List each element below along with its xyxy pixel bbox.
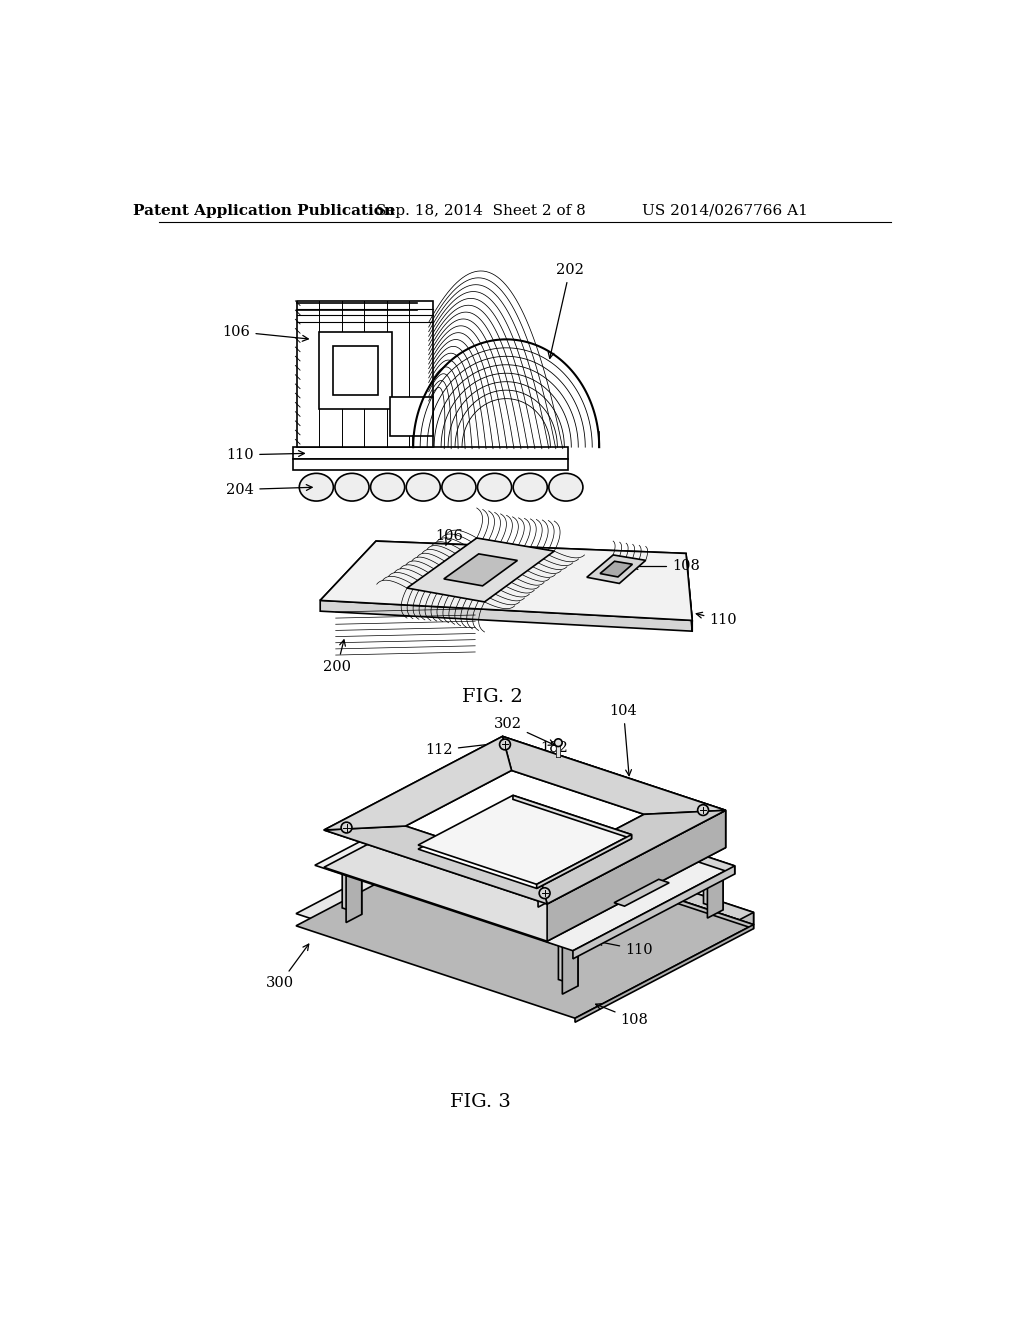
- Polygon shape: [538, 814, 644, 907]
- Text: 104: 104: [571, 884, 632, 904]
- Polygon shape: [324, 737, 512, 830]
- Ellipse shape: [371, 474, 404, 502]
- Polygon shape: [708, 862, 723, 919]
- Polygon shape: [600, 797, 644, 816]
- Text: 110: 110: [597, 940, 652, 957]
- Polygon shape: [487, 784, 507, 838]
- Ellipse shape: [407, 474, 440, 502]
- Polygon shape: [512, 771, 644, 851]
- Text: US 2014/0267766 A1: US 2014/0267766 A1: [642, 203, 808, 218]
- Polygon shape: [558, 932, 578, 986]
- Text: 110: 110: [226, 447, 304, 462]
- Polygon shape: [604, 800, 627, 812]
- Polygon shape: [324, 774, 726, 941]
- Polygon shape: [321, 601, 692, 631]
- Text: 300: 300: [266, 944, 309, 990]
- Polygon shape: [537, 834, 632, 888]
- Circle shape: [697, 805, 709, 816]
- Ellipse shape: [335, 474, 369, 502]
- Text: 302: 302: [494, 717, 554, 746]
- Polygon shape: [314, 780, 735, 950]
- Polygon shape: [686, 553, 692, 631]
- Polygon shape: [324, 737, 726, 904]
- Polygon shape: [346, 867, 361, 923]
- Polygon shape: [407, 539, 554, 602]
- Text: 162: 162: [628, 883, 682, 898]
- Polygon shape: [575, 912, 754, 1018]
- Circle shape: [540, 888, 550, 899]
- Polygon shape: [513, 796, 632, 838]
- Polygon shape: [575, 924, 754, 1022]
- Text: 202: 202: [548, 263, 584, 358]
- Text: 110: 110: [696, 612, 737, 627]
- Polygon shape: [503, 737, 726, 814]
- Polygon shape: [600, 561, 633, 577]
- Polygon shape: [562, 939, 578, 994]
- Polygon shape: [547, 810, 726, 941]
- Polygon shape: [558, 784, 586, 801]
- Polygon shape: [614, 879, 669, 906]
- Polygon shape: [324, 826, 547, 904]
- Ellipse shape: [477, 474, 512, 502]
- Ellipse shape: [442, 474, 476, 502]
- Ellipse shape: [299, 474, 334, 502]
- Polygon shape: [327, 861, 361, 875]
- Text: 106: 106: [222, 325, 308, 342]
- Text: 106: 106: [435, 529, 464, 545]
- Circle shape: [554, 739, 562, 747]
- Polygon shape: [474, 832, 754, 929]
- Polygon shape: [600, 797, 628, 816]
- Polygon shape: [572, 866, 735, 958]
- Text: 108: 108: [632, 560, 700, 573]
- Text: FIG. 3: FIG. 3: [451, 1093, 511, 1110]
- Text: 104: 104: [609, 704, 637, 776]
- Polygon shape: [558, 784, 602, 801]
- Bar: [297, 301, 432, 447]
- Polygon shape: [703, 855, 723, 909]
- Polygon shape: [538, 810, 726, 904]
- Polygon shape: [342, 861, 361, 915]
- Polygon shape: [587, 554, 646, 583]
- Text: 108: 108: [596, 1003, 648, 1027]
- Text: 102: 102: [549, 775, 622, 822]
- Polygon shape: [321, 541, 692, 620]
- Bar: [333, 346, 378, 395]
- Bar: [293, 459, 568, 470]
- Polygon shape: [492, 791, 507, 846]
- Polygon shape: [443, 554, 517, 586]
- Bar: [293, 447, 568, 459]
- Polygon shape: [688, 855, 723, 871]
- Polygon shape: [573, 784, 602, 807]
- Polygon shape: [562, 785, 585, 797]
- Text: FIG. 2: FIG. 2: [462, 689, 522, 706]
- Text: 182: 182: [541, 741, 568, 780]
- Polygon shape: [296, 820, 754, 1006]
- Bar: [318, 331, 392, 409]
- Text: 112: 112: [425, 741, 501, 758]
- Polygon shape: [615, 797, 644, 821]
- Polygon shape: [296, 832, 754, 1018]
- Polygon shape: [418, 796, 632, 884]
- Text: Sep. 18, 2014  Sheet 2 of 8: Sep. 18, 2014 Sheet 2 of 8: [376, 203, 586, 218]
- Polygon shape: [321, 541, 692, 620]
- Polygon shape: [503, 737, 726, 847]
- Circle shape: [500, 739, 510, 750]
- Ellipse shape: [513, 474, 547, 502]
- Polygon shape: [543, 932, 578, 946]
- Circle shape: [341, 822, 352, 833]
- Ellipse shape: [549, 474, 583, 502]
- Polygon shape: [406, 771, 644, 870]
- Text: Patent Application Publication: Patent Application Publication: [133, 203, 394, 218]
- Polygon shape: [477, 780, 735, 874]
- Text: 106: 106: [444, 818, 487, 875]
- Text: 200: 200: [324, 640, 351, 673]
- Text: 204: 204: [226, 483, 312, 496]
- Bar: [390, 397, 432, 436]
- Polygon shape: [472, 784, 507, 799]
- Polygon shape: [418, 800, 632, 888]
- Polygon shape: [474, 820, 754, 924]
